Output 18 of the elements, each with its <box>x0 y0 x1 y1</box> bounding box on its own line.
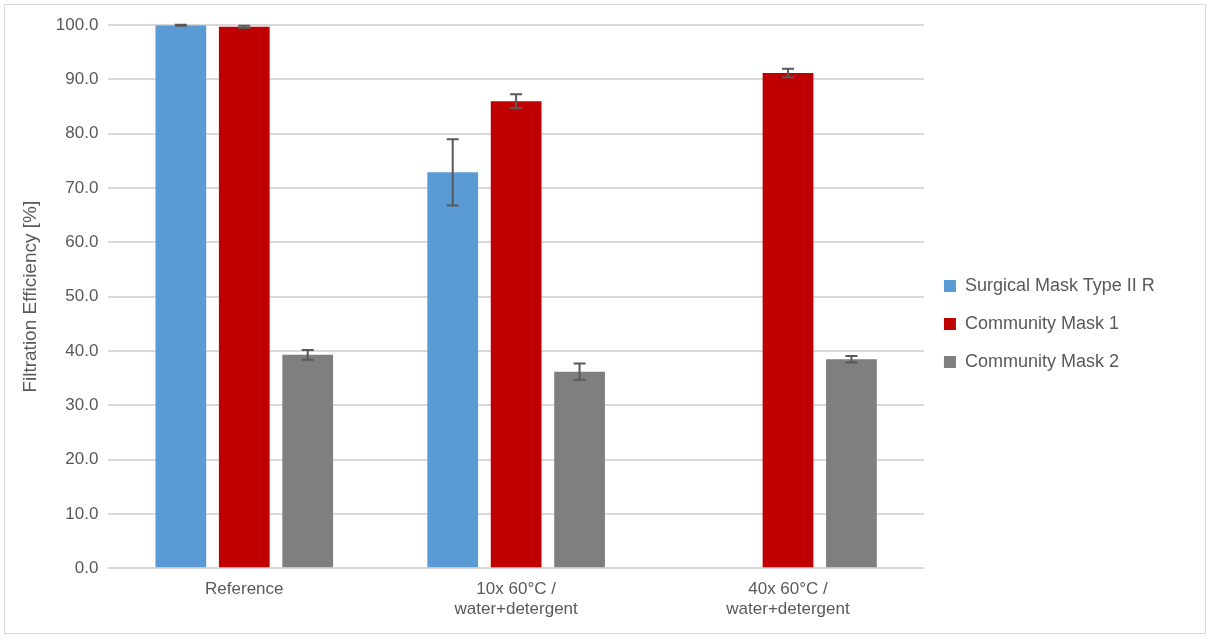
y-tick-label: 40.0 <box>65 340 99 360</box>
y-axis-title: Filtration Efficiency [%] <box>18 200 40 393</box>
y-tick-label: 70.0 <box>65 177 99 197</box>
y-tick-label: 10.0 <box>65 503 99 523</box>
y-tick-label: 100.0 <box>55 14 99 34</box>
y-tick-label: 0.0 <box>74 557 99 577</box>
y-tick-label: 80.0 <box>65 123 99 143</box>
x-tick-label: 40x 60°C / water+detergent <box>725 579 850 619</box>
legend-label: Community Mask 2 <box>964 350 1119 371</box>
y-tick-label: 20.0 <box>65 449 99 469</box>
legend-label: Community Mask 1 <box>964 312 1119 333</box>
x-tick-label: Reference <box>205 579 284 599</box>
y-tick-label: 30.0 <box>65 394 99 414</box>
y-tick-label: 60.0 <box>65 232 99 252</box>
legend-label: Surgical Mask Type II R <box>964 274 1155 295</box>
x-tick-label: 10x 60°C / water+detergent <box>453 579 579 619</box>
y-tick-label: 90.0 <box>65 69 99 89</box>
y-tick-label: 50.0 <box>65 286 99 306</box>
